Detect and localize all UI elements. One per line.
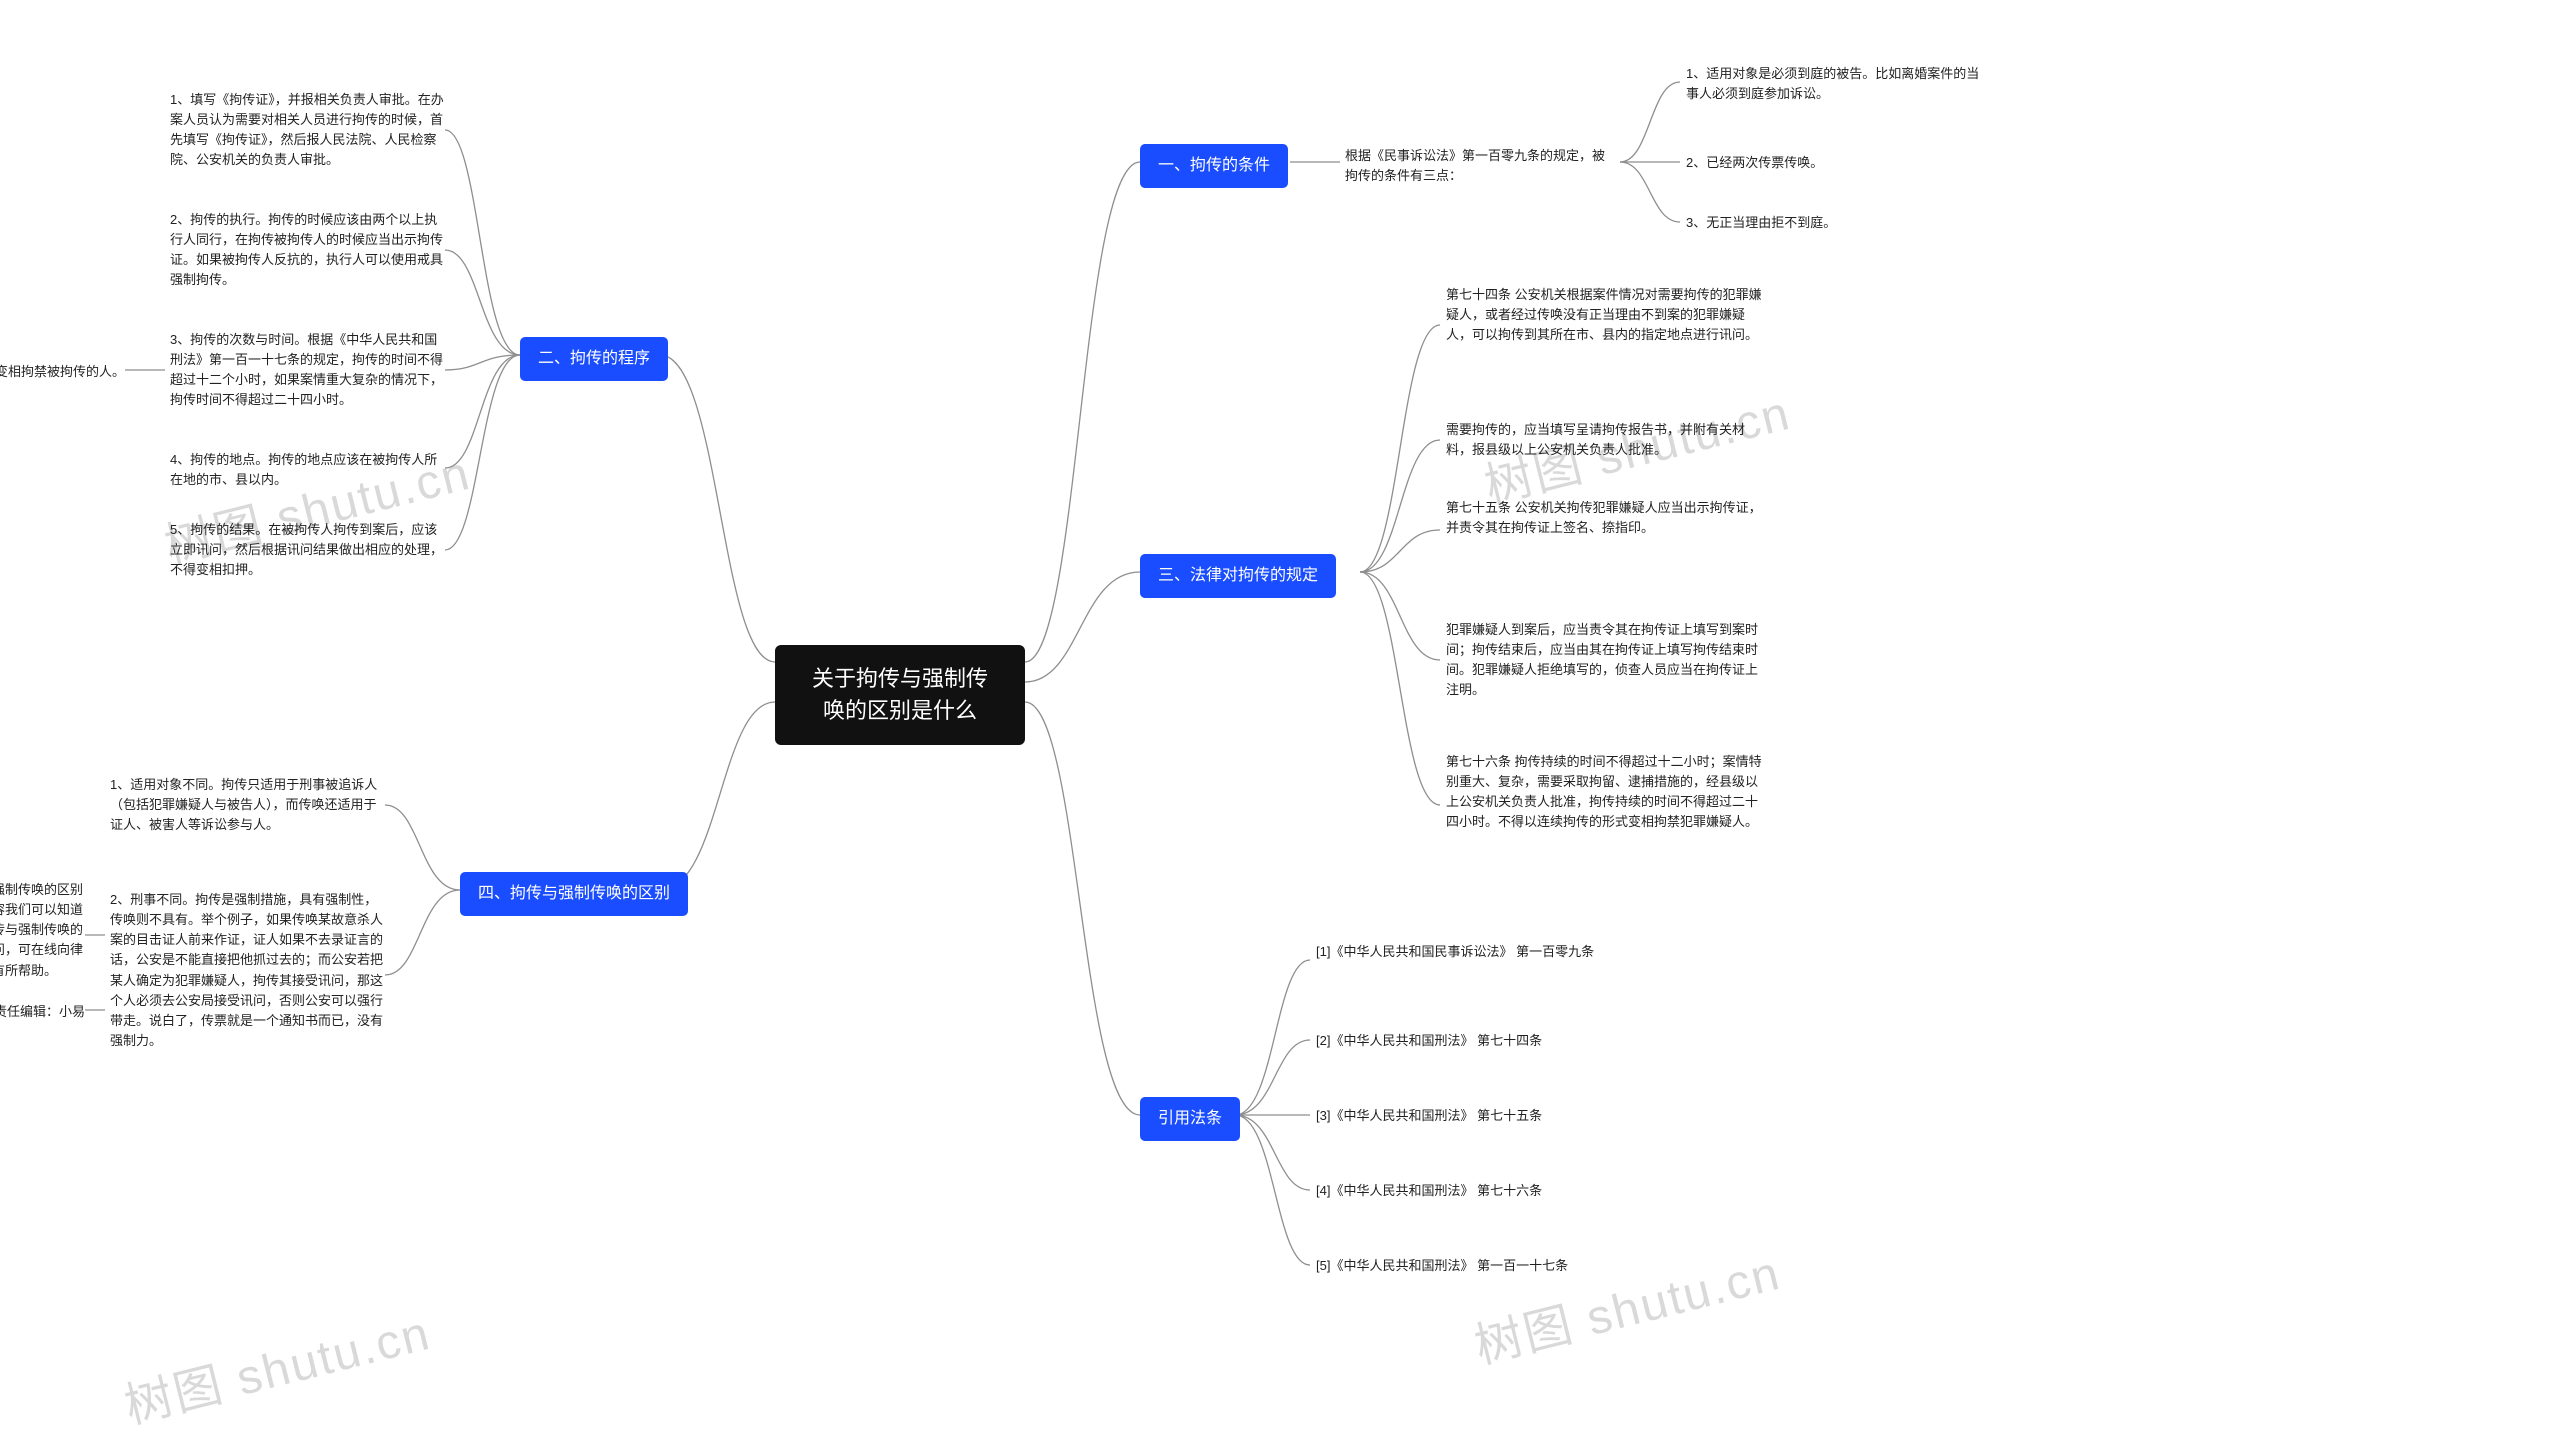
leaf-left-1-2: 3、拘传的次数与时间。根据《中华人民共和国刑法》第一百一十七条的规定，拘传的时间…: [170, 330, 445, 411]
branch-right-1-desc: 根据《民事诉讼法》第一百零九条的规定，被拘传的条件有三点：: [1345, 146, 1605, 186]
leaf-right-1-2: 3、无正当理由拒不到庭。: [1686, 213, 1836, 233]
leaf-right-2-2: 第七十五条 公安机关拘传犯罪嫌疑人应当出示拘传证，并责令其在拘传证上签名、捺指印…: [1446, 498, 1766, 538]
leaf-left-1-1: 2、拘传的执行。拘传的时候应该由两个以上执行人同行，在拘传被拘传人的时候应当出示…: [170, 210, 445, 291]
branch-right-3[interactable]: 引用法条: [1140, 1097, 1240, 1141]
leaf-right-3-3: [4]《中华人民共和国刑法》 第七十六条: [1316, 1181, 1542, 1201]
leaf-right-3-4: [5]《中华人民共和国刑法》 第一百一十七条: [1316, 1256, 1568, 1276]
leaf-left-1-3: 4、拘传的地点。拘传的地点应该在被拘传人所在地的市、县以内。: [170, 450, 445, 490]
leaf-right-2-1: 需要拘传的，应当填写呈请拘传报告书，并附有关材料，报县级以上公安机关负责人批准。: [1446, 420, 1766, 460]
leaf-left-1-0: 1、填写《拘传证》，并报相关负责人审批。在办案人员认为需要对相关人员进行拘传的时…: [170, 90, 445, 171]
leaf-left-1-extra: 不得以连续拘传的方式变相拘禁被拘传的人。: [0, 362, 125, 382]
leaf-left-2-extra2: 责任编辑：小易: [0, 1002, 85, 1022]
leaf-right-2-0: 第七十四条 公安机关根据案件情况对需要拘传的犯罪嫌疑人，或者经过传唤没有正当理由…: [1446, 285, 1766, 345]
watermark: 树图 shutu.cn: [116, 1293, 436, 1437]
leaf-left-2-0: 1、适用对象不同。拘传只适用于刑事被追诉人（包括犯罪嫌疑人与被告人），而传唤还适…: [110, 775, 385, 835]
branch-right-1[interactable]: 一、拘传的条件: [1140, 144, 1288, 188]
leaf-right-2-3: 犯罪嫌疑人到案后，应当责令其在拘传证上填写到案时间；拘传结束后，应当由其在拘传证…: [1446, 620, 1766, 701]
leaf-left-2-extra1: 以上就是小编整理的关于拘传与强制传唤的区别是什么的有关内容，从上面的内容我们可以…: [0, 880, 85, 981]
leaf-right-1-1: 2、已经两次传票传唤。: [1686, 153, 1823, 173]
leaf-right-3-2: [3]《中华人民共和国刑法》 第七十五条: [1316, 1106, 1542, 1126]
root-node[interactable]: 关于拘传与强制传唤的区别是什么: [775, 645, 1025, 745]
branch-right-2[interactable]: 三、法律对拘传的规定: [1140, 554, 1336, 598]
branch-left-1[interactable]: 二、拘传的程序: [520, 337, 668, 381]
leaf-right-3-1: [2]《中华人民共和国刑法》 第七十四条: [1316, 1031, 1542, 1051]
leaf-right-3-0: [1]《中华人民共和国民事诉讼法》 第一百零九条: [1316, 942, 1594, 962]
branch-left-2[interactable]: 四、拘传与强制传唤的区别: [460, 872, 688, 916]
leaf-right-1-0: 1、适用对象是必须到庭的被告。比如离婚案件的当事人必须到庭参加诉讼。: [1686, 64, 1986, 104]
leaf-right-2-4: 第七十六条 拘传持续的时间不得超过十二小时；案情特别重大、复杂，需要采取拘留、逮…: [1446, 752, 1766, 833]
watermark: 树图 shutu.cn: [1466, 1233, 1786, 1377]
leaf-left-2-1: 2、刑事不同。拘传是强制措施，具有强制性，传唤则不具有。举个例子，如果传唤某故意…: [110, 890, 385, 1051]
leaf-left-1-4: 5、拘传的结果。在被拘传人拘传到案后，应该立即讯问，然后根据讯问结果做出相应的处…: [170, 520, 445, 580]
